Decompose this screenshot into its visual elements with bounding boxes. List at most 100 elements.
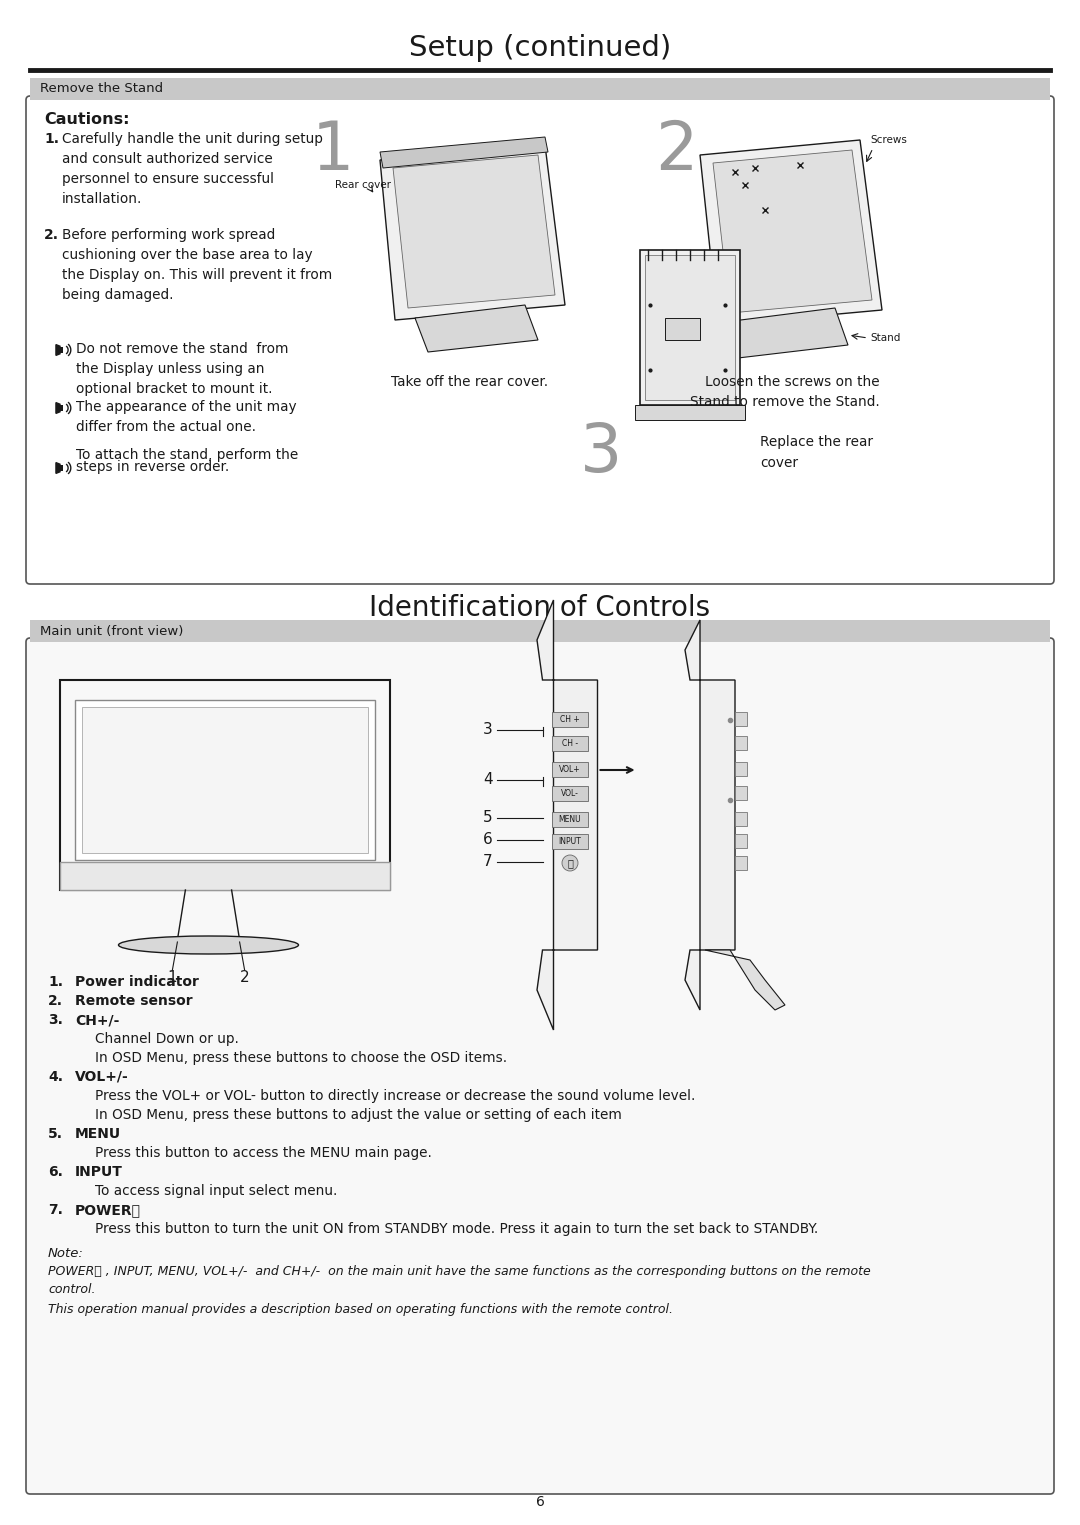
Text: 2: 2 [654, 117, 698, 185]
Text: 2.: 2. [48, 994, 63, 1008]
Polygon shape [685, 621, 735, 1010]
Text: 6.: 6. [48, 1165, 63, 1179]
Text: Loosen the screws on the
Stand to remove the Stand.: Loosen the screws on the Stand to remove… [690, 375, 880, 409]
Text: Remove the Stand: Remove the Stand [40, 82, 163, 96]
Bar [60, 680, 390, 891]
Text: In OSD Menu, press these buttons to choose the OSD items.: In OSD Menu, press these buttons to choo… [95, 1051, 508, 1064]
Text: CH+/-: CH+/- [75, 1013, 120, 1026]
Text: Press the VOL+ or VOL- button to directly increase or decrease the sound volume : Press the VOL+ or VOL- button to directl… [95, 1089, 696, 1103]
Text: 4: 4 [483, 773, 492, 787]
Text: 3: 3 [580, 419, 622, 486]
Text: 5: 5 [483, 810, 492, 825]
Text: INPUT: INPUT [558, 837, 581, 845]
FancyBboxPatch shape [26, 637, 1054, 1494]
Bar [640, 250, 740, 406]
Text: 7.: 7. [48, 1203, 63, 1217]
Text: CH -: CH - [562, 738, 578, 747]
Text: Cautions:: Cautions: [44, 111, 130, 127]
Ellipse shape [119, 936, 298, 955]
Polygon shape [725, 308, 848, 358]
Bar [60, 465, 63, 471]
Text: 2.: 2. [44, 229, 59, 242]
Text: The appearance of the unit may
differ from the actual one.: The appearance of the unit may differ fr… [76, 400, 297, 435]
Bar [735, 737, 747, 750]
Polygon shape [700, 140, 882, 325]
Text: This operation manual provides a description based on operating functions with t: This operation manual provides a descrip… [48, 1302, 673, 1316]
Text: 6: 6 [536, 1494, 544, 1510]
Text: Press this button to access the MENU main page.: Press this button to access the MENU mai… [95, 1145, 432, 1161]
Text: 1.: 1. [48, 974, 63, 990]
Bar [735, 785, 747, 801]
Text: Stand: Stand [870, 332, 901, 343]
Text: Note:: Note: [48, 1247, 84, 1260]
Text: Identification of Controls: Identification of Controls [369, 595, 711, 622]
Text: Main unit (front view): Main unit (front view) [40, 625, 184, 637]
Polygon shape [56, 462, 60, 473]
Text: 1: 1 [312, 117, 354, 185]
Bar [552, 762, 588, 778]
Bar [735, 811, 747, 827]
Text: To attach the stand, perform the: To attach the stand, perform the [76, 448, 298, 462]
Polygon shape [56, 345, 60, 355]
Bar [552, 737, 588, 750]
Text: Replace the rear
cover: Replace the rear cover [760, 435, 873, 470]
Bar [645, 255, 735, 400]
Bar [82, 708, 368, 852]
Bar [635, 406, 745, 419]
Bar [552, 712, 588, 727]
Bar [552, 785, 588, 801]
Text: 7: 7 [483, 854, 492, 869]
Polygon shape [415, 305, 538, 352]
Text: Carefully handle the unit during setup
and consult authorized service
personnel : Carefully handle the unit during setup a… [62, 133, 323, 206]
Text: Screws: Screws [870, 136, 907, 145]
Bar [735, 712, 747, 726]
Text: In OSD Menu, press these buttons to adjust the value or setting of each item: In OSD Menu, press these buttons to adju… [95, 1109, 622, 1122]
Bar [75, 700, 375, 860]
Text: 3: 3 [483, 723, 492, 738]
Text: ⏻: ⏻ [567, 859, 572, 868]
Text: 4.: 4. [48, 1071, 63, 1084]
Text: Do not remove the stand  from
the Display unless using an
optional bracket to mo: Do not remove the stand from the Display… [76, 342, 288, 396]
Polygon shape [56, 403, 60, 413]
Text: POWER⏻ , INPUT, MENU, VOL+/-  and CH+/-  on the main unit have the same function: POWER⏻ , INPUT, MENU, VOL+/- and CH+/- o… [48, 1266, 870, 1296]
Polygon shape [713, 149, 872, 313]
Bar [60, 862, 390, 891]
Text: Setup (continued): Setup (continued) [409, 34, 671, 63]
Text: Power indicator: Power indicator [75, 974, 199, 990]
Polygon shape [537, 599, 597, 1029]
Text: Take off the rear cover.: Take off the rear cover. [391, 375, 549, 389]
Text: steps in reverse order.: steps in reverse order. [76, 461, 229, 474]
Text: VOL-: VOL- [562, 788, 579, 798]
Bar [735, 856, 747, 869]
Text: POWER⏻: POWER⏻ [75, 1203, 141, 1217]
Bar [665, 319, 700, 340]
Text: VOL+/-: VOL+/- [75, 1071, 129, 1084]
Polygon shape [380, 145, 565, 320]
Bar [30, 78, 1050, 101]
Text: CH +: CH + [561, 715, 580, 723]
Text: 6: 6 [483, 833, 492, 848]
Text: MENU: MENU [75, 1127, 121, 1141]
Text: 1: 1 [167, 970, 177, 985]
Polygon shape [380, 137, 548, 168]
Circle shape [562, 856, 578, 871]
Bar [60, 406, 63, 410]
Bar [552, 834, 588, 849]
Text: 3.: 3. [48, 1013, 63, 1026]
Text: VOL+: VOL+ [559, 764, 581, 773]
Text: 1.: 1. [44, 133, 59, 146]
Polygon shape [393, 156, 555, 308]
Polygon shape [705, 950, 785, 1010]
Text: Channel Down or up.: Channel Down or up. [95, 1032, 239, 1046]
Text: INPUT: INPUT [75, 1165, 123, 1179]
Text: To access signal input select menu.: To access signal input select menu. [95, 1183, 337, 1199]
FancyBboxPatch shape [26, 96, 1054, 584]
Bar [30, 621, 1050, 642]
Bar [735, 762, 747, 776]
Text: 2: 2 [240, 970, 249, 985]
Text: Rear cover: Rear cover [335, 180, 391, 191]
Text: MENU: MENU [558, 814, 581, 824]
Bar [735, 834, 747, 848]
Text: Before performing work spread
cushioning over the base area to lay
the Display o: Before performing work spread cushioning… [62, 229, 333, 302]
Text: 5.: 5. [48, 1127, 63, 1141]
